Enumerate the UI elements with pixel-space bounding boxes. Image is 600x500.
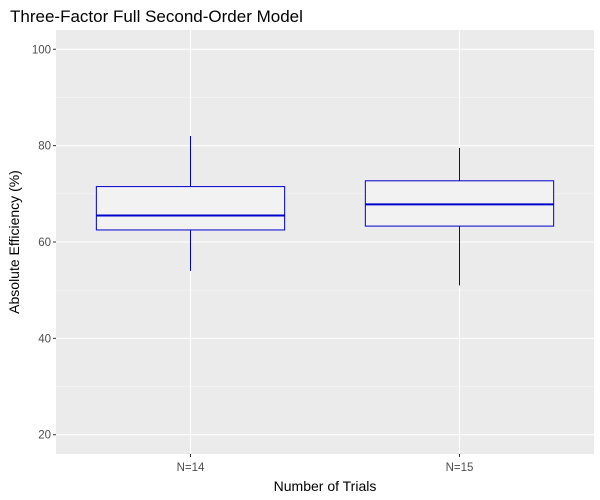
axis-ticks: 20 40 60 80 100 N=14 N=15	[32, 44, 474, 474]
box-iqr	[95, 186, 286, 231]
boxplot-series	[95, 136, 555, 286]
x-axis-title: Number of Trials	[274, 478, 377, 494]
x-tick-label: N=15	[446, 462, 474, 474]
y-tick-label: 80	[38, 141, 51, 153]
y-tick-label: 60	[38, 237, 51, 249]
chart-title: Three-Factor Full Second-Order Model	[10, 7, 303, 26]
y-tick-label: 20	[38, 430, 51, 442]
x-tick-label: N=14	[177, 462, 205, 474]
y-axis-title: Absolute Efficiency (%)	[6, 170, 22, 314]
y-tick-label: 100	[32, 44, 51, 56]
y-tick-label: 40	[38, 333, 51, 345]
